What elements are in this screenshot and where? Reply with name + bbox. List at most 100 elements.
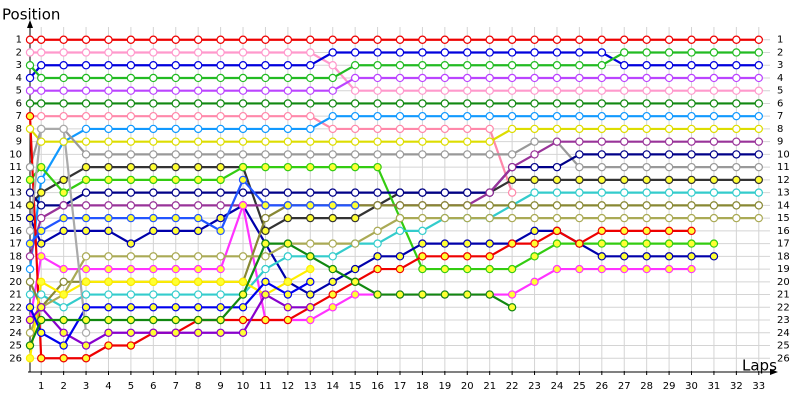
lap-marker xyxy=(59,48,68,57)
lap-marker xyxy=(171,99,180,108)
lap-marker xyxy=(306,290,315,299)
lap-marker xyxy=(104,124,113,134)
lap-marker xyxy=(306,277,315,287)
lap-marker xyxy=(216,150,225,159)
lap-marker xyxy=(37,124,46,134)
lap-marker xyxy=(418,264,427,274)
lap-marker xyxy=(193,201,203,210)
lap-marker xyxy=(216,99,225,108)
y-tick-label: 26 xyxy=(9,353,22,364)
lap-marker xyxy=(530,162,539,172)
y-tick-label-right: 5 xyxy=(777,86,783,97)
lap-marker xyxy=(25,290,35,299)
y-tick-label: 21 xyxy=(9,290,22,301)
lap-marker xyxy=(261,162,270,172)
lap-marker xyxy=(620,226,629,236)
lap-marker xyxy=(507,35,517,44)
lap-marker xyxy=(59,124,68,134)
lap-marker xyxy=(575,48,584,57)
lap-marker xyxy=(418,137,427,146)
y-tick-label: 24 xyxy=(9,328,22,339)
lap-marker xyxy=(597,162,607,172)
lap-marker xyxy=(149,303,158,312)
lap-marker xyxy=(507,99,517,108)
lap-marker xyxy=(575,239,584,248)
y-tick-label: 9 xyxy=(16,137,22,148)
y-axis-arrow xyxy=(27,20,33,28)
y-axis-title: Position xyxy=(2,6,60,24)
lap-marker xyxy=(81,226,91,236)
lap-marker xyxy=(283,315,293,325)
lap-marker xyxy=(687,162,696,172)
lap-marker xyxy=(440,150,450,159)
y-tick-label: 2 xyxy=(16,47,22,58)
lap-marker xyxy=(485,86,494,95)
lap-marker xyxy=(37,303,46,312)
x-tick-label: 1 xyxy=(38,381,44,392)
lap-marker xyxy=(373,226,382,236)
lap-marker xyxy=(283,111,293,121)
lap-marker xyxy=(25,328,35,337)
series-line xyxy=(30,191,759,309)
lap-marker xyxy=(193,303,203,312)
series-line xyxy=(29,166,759,232)
lap-marker xyxy=(552,188,562,197)
lap-marker xyxy=(261,188,270,197)
lap-marker xyxy=(575,137,584,146)
lap-marker xyxy=(149,175,158,185)
lap-marker xyxy=(306,99,315,108)
lap-marker xyxy=(418,35,427,44)
lap-marker xyxy=(261,213,270,223)
lap-marker xyxy=(261,150,270,159)
lap-marker xyxy=(575,213,584,223)
y-tick-label: 15 xyxy=(9,213,22,224)
lap-marker xyxy=(216,86,225,95)
lap-marker xyxy=(350,162,360,172)
lap-marker xyxy=(104,264,113,274)
lap-marker xyxy=(193,99,203,108)
y-tick-label: 7 xyxy=(16,111,22,122)
lap-marker xyxy=(664,162,674,172)
lap-marker xyxy=(104,252,113,261)
lap-marker xyxy=(238,124,248,134)
lap-marker xyxy=(25,188,35,197)
lap-marker xyxy=(373,239,382,248)
lap-marker xyxy=(81,290,91,299)
lap-marker xyxy=(620,188,629,197)
lap-marker xyxy=(171,290,180,299)
lap-marker xyxy=(575,99,584,108)
lap-marker xyxy=(328,150,337,159)
lap-marker xyxy=(350,150,360,159)
lap-marker xyxy=(754,137,763,146)
lap-marker xyxy=(25,61,35,70)
lap-marker xyxy=(25,315,35,325)
lap-marker xyxy=(216,162,225,172)
lap-marker xyxy=(328,48,337,57)
lap-marker xyxy=(126,315,136,325)
lap-marker xyxy=(328,239,337,248)
lap-marker xyxy=(597,252,607,261)
lap-marker xyxy=(261,73,270,83)
lap-marker xyxy=(193,150,203,159)
lap-marker xyxy=(306,61,315,70)
y-tick-label: 8 xyxy=(16,124,22,135)
lap-marker xyxy=(306,213,315,223)
lap-marker xyxy=(395,213,405,223)
lap-marker xyxy=(238,277,248,287)
lap-marker xyxy=(575,175,584,185)
lap-marker xyxy=(283,239,293,248)
lap-marker xyxy=(81,150,91,159)
lap-marker xyxy=(575,150,584,159)
lap-marker xyxy=(754,73,763,83)
lap-marker xyxy=(149,201,158,210)
lap-marker xyxy=(575,111,584,121)
lap-marker xyxy=(238,303,248,312)
lap-marker xyxy=(104,137,113,146)
y-tick-label: 1 xyxy=(16,35,22,46)
lap-marker xyxy=(171,188,180,197)
lap-marker xyxy=(507,264,517,274)
lap-marker xyxy=(126,328,136,337)
lap-marker xyxy=(732,48,741,57)
lap-marker xyxy=(126,264,136,274)
lap-marker xyxy=(59,264,68,274)
